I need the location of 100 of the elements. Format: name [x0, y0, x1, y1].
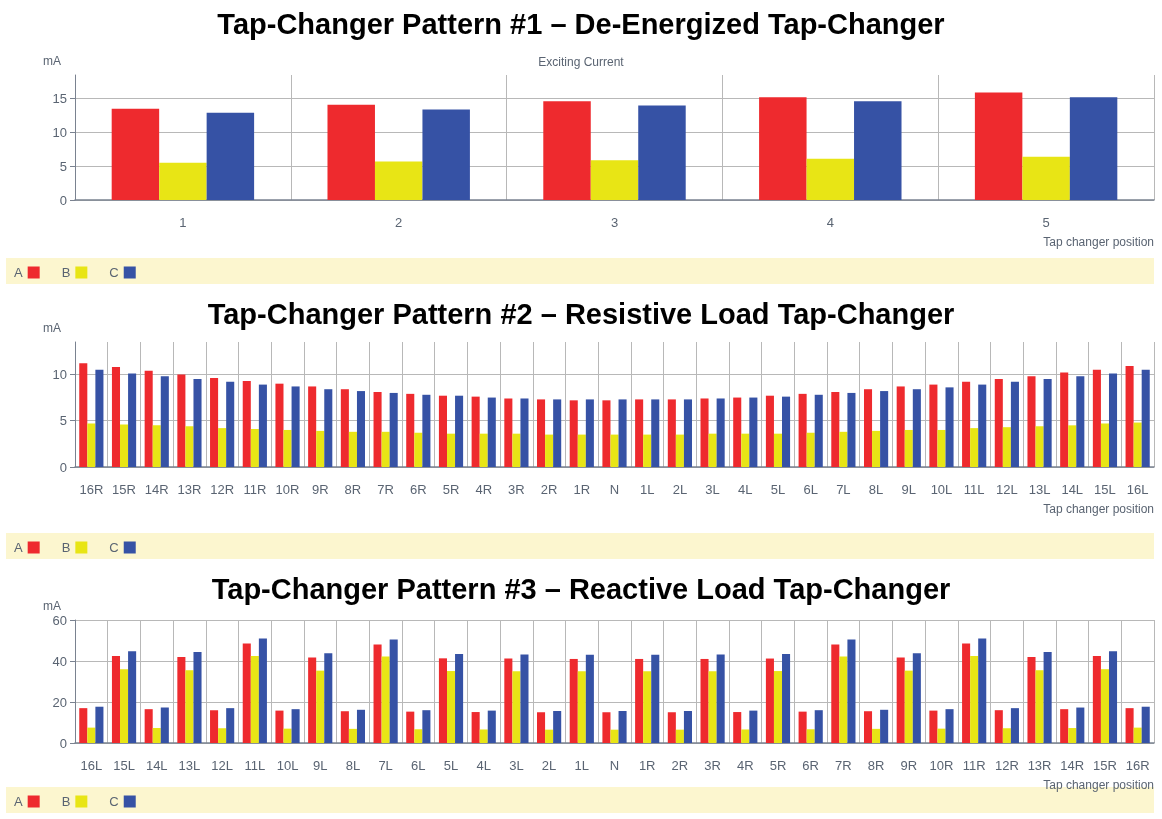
bar: [381, 656, 390, 743]
x-tick-label: 3R: [704, 758, 721, 773]
bar: [643, 671, 652, 743]
bar: [854, 101, 902, 200]
bar: [152, 728, 161, 743]
bar: [1133, 422, 1142, 467]
x-tick-label: 1L: [574, 758, 590, 773]
x-tick-label: 1R: [573, 482, 591, 497]
bar: [638, 105, 686, 200]
bar: [569, 658, 578, 743]
bar: [291, 386, 300, 467]
bar: [1133, 727, 1142, 743]
x-tick-label: 13R: [1027, 758, 1052, 773]
bar: [618, 711, 627, 743]
bar: [700, 658, 709, 743]
bar: [356, 391, 366, 467]
bar: [741, 433, 750, 467]
x-tick-label: 10R: [275, 482, 300, 497]
y-tick-label: 10: [52, 366, 67, 382]
bar: [773, 671, 783, 743]
x-tick-label: 1: [179, 215, 187, 230]
bar: [814, 394, 823, 467]
bar: [160, 376, 169, 467]
bar: [406, 711, 415, 743]
bar: [373, 392, 382, 467]
bar: [577, 434, 586, 467]
legend-label: A: [14, 540, 23, 555]
x-tick-label: 11R: [962, 758, 986, 773]
bar: [765, 658, 774, 743]
bar: [700, 398, 709, 467]
bar: [356, 709, 366, 743]
bar: [937, 429, 946, 467]
bar: [806, 432, 815, 467]
bar: [839, 656, 848, 743]
x-tick-label: 11L: [963, 482, 985, 497]
bar: [1092, 369, 1101, 467]
bar: [177, 656, 186, 743]
x-tick-label: 16L: [1126, 482, 1149, 497]
x-tick-label: 2L: [541, 758, 557, 773]
bar: [1100, 669, 1109, 743]
bar: [520, 654, 529, 743]
x-tick-label: 14L: [1061, 482, 1084, 497]
y-tick-label: 0: [59, 192, 67, 208]
x-tick-label: 12L: [211, 758, 233, 773]
bar: [1010, 381, 1019, 467]
bar: [1141, 706, 1150, 743]
bar: [635, 658, 644, 743]
bar: [839, 431, 848, 467]
chart-title: Tap-Changer Pattern #2 – Resistive Load Tap-Changer: [207, 297, 955, 330]
x-tick-label: 3R: [508, 482, 525, 497]
bar: [749, 710, 758, 743]
x-tick-label: 5L: [443, 758, 459, 773]
bar: [250, 429, 259, 467]
bar: [1108, 373, 1118, 467]
x-tick-label: 15R: [1093, 758, 1117, 773]
bar: [512, 433, 521, 467]
bar: [1068, 425, 1077, 467]
y-tick-label: 60: [52, 612, 67, 628]
bar: [904, 670, 913, 743]
legend-label: B: [61, 540, 71, 555]
bar: [87, 727, 96, 743]
x-axis-title: Tap changer position: [1043, 778, 1154, 792]
bar: [635, 399, 644, 467]
bar: [970, 428, 979, 467]
bar: [683, 399, 692, 467]
bar: [585, 399, 594, 467]
bar: [962, 643, 971, 743]
bar: [970, 655, 979, 743]
x-tick-label: 2R: [540, 482, 558, 497]
bar: [782, 396, 791, 467]
bar: [1035, 670, 1044, 743]
bar: [643, 434, 652, 467]
bar: [543, 101, 591, 200]
bar: [537, 712, 546, 743]
y-tick-label: 0: [59, 459, 67, 475]
bar: [708, 433, 717, 467]
bar: [120, 669, 129, 743]
x-tick-label: 4L: [738, 482, 753, 497]
bar: [847, 392, 856, 467]
bar: [422, 710, 431, 743]
bar: [880, 709, 889, 743]
bar: [327, 104, 375, 200]
bar: [1125, 366, 1134, 467]
bar: [348, 728, 357, 743]
x-tick-label: 5R: [769, 758, 787, 773]
bar: [79, 708, 88, 743]
bar: [275, 710, 284, 743]
bar: [929, 710, 938, 743]
bar: [438, 395, 447, 467]
bar: [847, 639, 856, 743]
bar: [814, 710, 823, 743]
bar: [863, 711, 873, 743]
bar: [406, 393, 415, 467]
bar: [487, 397, 496, 467]
bar: [651, 654, 660, 743]
x-tick-label: 13R: [177, 482, 202, 497]
bar: [316, 430, 325, 467]
bar: [553, 399, 562, 467]
bar: [577, 671, 586, 743]
x-tick-label: 4R: [736, 758, 754, 773]
